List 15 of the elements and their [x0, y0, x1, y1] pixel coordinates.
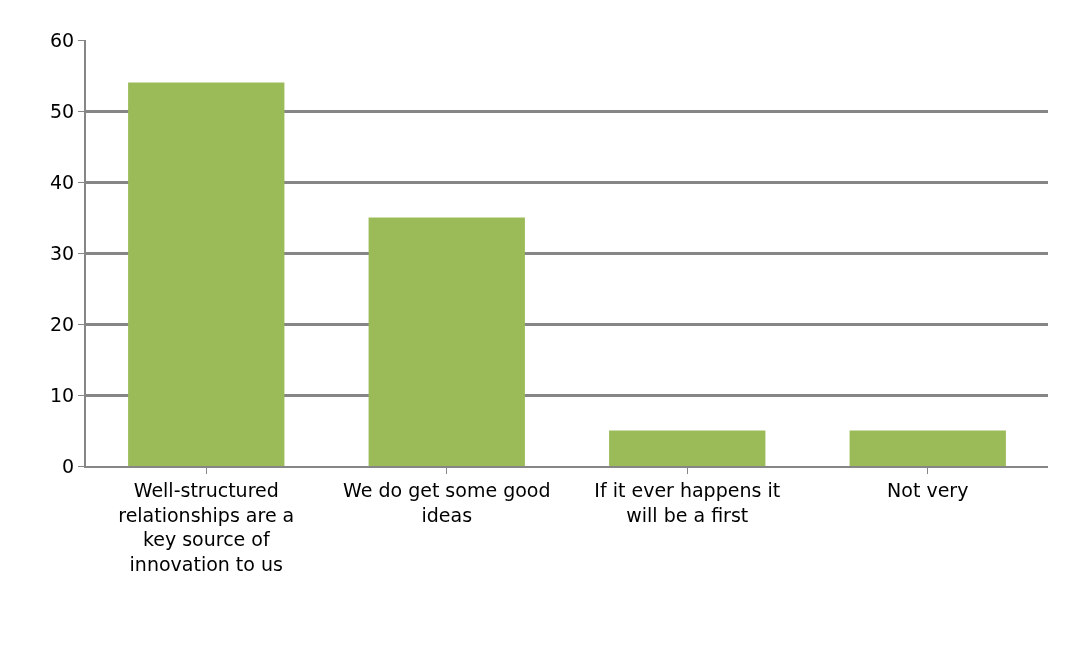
- y-tick-label: 50: [50, 99, 75, 122]
- y-tick-label: 40: [50, 170, 75, 193]
- y-tick-label: 10: [50, 383, 75, 406]
- bar: [128, 82, 285, 466]
- x-tick-label: Well-structured relationships are a key source of innovation to us: [118, 478, 295, 575]
- bar: [368, 217, 525, 466]
- x-tick-label: Not very: [887, 478, 969, 501]
- x-tick-label: We do get some good ideas: [343, 478, 551, 526]
- y-tick-label: 30: [50, 241, 75, 264]
- bar: [849, 430, 1006, 466]
- bar: [609, 430, 766, 466]
- x-tick-label: If it ever happens it will be a first: [594, 478, 781, 526]
- y-tick-label: 60: [50, 28, 75, 51]
- y-tick-label: 0: [62, 454, 75, 477]
- y-tick-label: 20: [50, 312, 75, 335]
